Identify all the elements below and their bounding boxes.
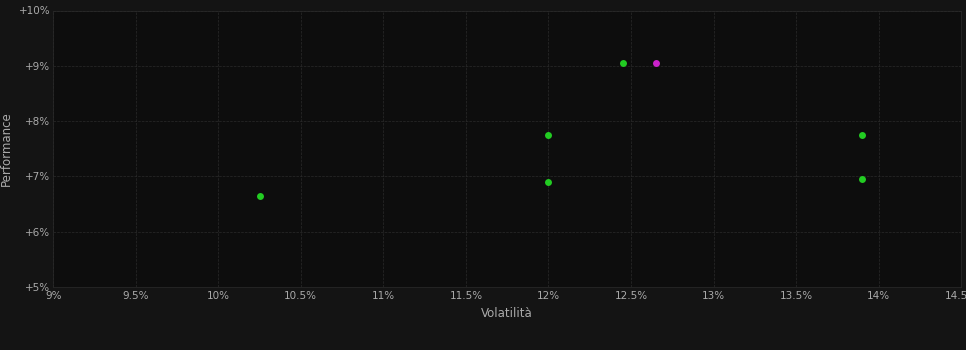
Point bbox=[541, 179, 556, 185]
Point bbox=[648, 60, 664, 66]
Point bbox=[615, 60, 631, 66]
Point bbox=[252, 193, 268, 198]
Point bbox=[541, 132, 556, 138]
Point bbox=[854, 132, 869, 138]
X-axis label: Volatilità: Volatilità bbox=[481, 307, 533, 320]
Y-axis label: Performance: Performance bbox=[0, 111, 14, 186]
Point bbox=[854, 176, 869, 182]
